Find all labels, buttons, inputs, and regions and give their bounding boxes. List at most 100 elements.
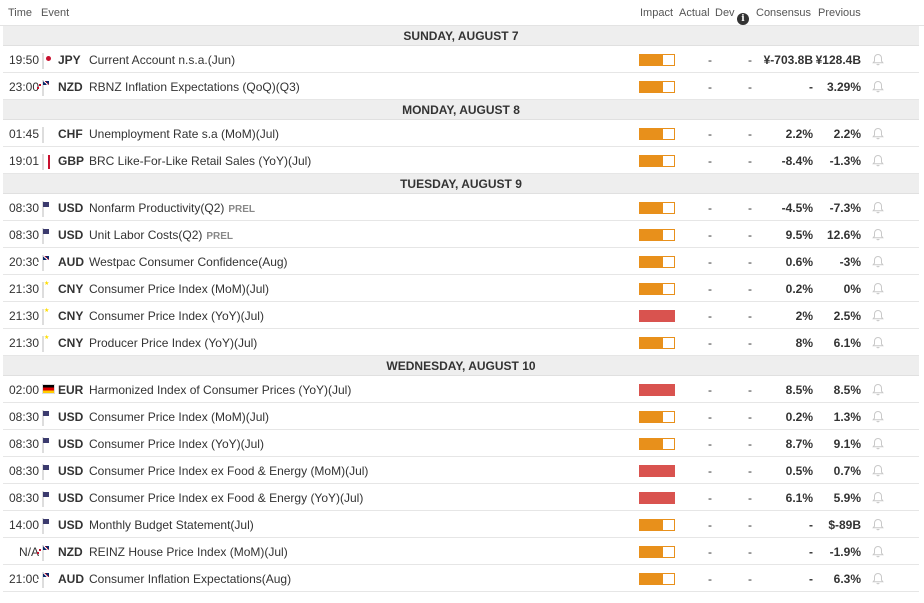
bell-icon[interactable] <box>871 336 885 350</box>
currency-code: USD <box>58 228 84 242</box>
event-name-cell[interactable]: Current Account n.s.a.(Jun) <box>89 53 629 67</box>
event-row[interactable]: 19:01 GBP BRC Like-For-Like Retail Sales (… <box>3 147 919 174</box>
consensus-value: 2% <box>795 309 813 323</box>
col-dev-header[interactable]: Dev <box>715 7 735 19</box>
bell-icon[interactable] <box>871 518 885 532</box>
bell-icon[interactable] <box>871 255 885 269</box>
event-name[interactable]: Consumer Price Index ex Food & Energy (M… <box>89 464 369 478</box>
event-name-cell[interactable]: Harmonized Index of Consumer Prices (YoY… <box>89 383 629 397</box>
event-row[interactable]: 08:30 USD Consumer Price Index ex Food & E… <box>3 457 919 484</box>
event-name[interactable]: RBNZ Inflation Expectations (QoQ)(Q3) <box>89 80 300 94</box>
bell-icon[interactable] <box>871 154 885 168</box>
event-name-cell[interactable]: BRC Like-For-Like Retail Sales (YoY)(Jul… <box>89 154 629 168</box>
event-name[interactable]: Westpac Consumer Confidence(Aug) <box>89 255 288 269</box>
event-name[interactable]: Nonfarm Productivity(Q2) <box>89 201 225 215</box>
event-row[interactable]: 08:30 USD Consumer Price Index (YoY)(Jul) -… <box>3 430 919 457</box>
consensus-value: 8.7% <box>785 437 813 451</box>
bell-icon[interactable] <box>871 410 885 424</box>
bell-icon[interactable] <box>871 228 885 242</box>
bell-icon[interactable] <box>871 437 885 451</box>
event-row[interactable]: 01:45 CHF Unemployment Rate s.a (MoM)(Jul)… <box>3 120 919 147</box>
event-name-cell[interactable]: Westpac Consumer Confidence(Aug) <box>89 255 629 269</box>
flag-usd-icon <box>42 491 44 507</box>
event-name-cell[interactable]: RBNZ Inflation Expectations (QoQ)(Q3) <box>89 80 629 94</box>
event-name-cell[interactable]: Unemployment Rate s.a (MoM)(Jul) <box>89 127 629 141</box>
event-row[interactable]: 08:30 USD Unit Labor Costs(Q2) PREL - - 9.5% 12… <box>3 221 919 248</box>
event-name[interactable]: Monthly Budget Statement(Jul) <box>89 518 254 532</box>
col-consensus-header[interactable]: Consensus <box>756 7 812 19</box>
col-event-header[interactable]: Event <box>41 7 70 19</box>
event-name[interactable]: Unemployment Rate s.a (MoM)(Jul) <box>89 127 280 141</box>
event-time: 20:30 <box>8 255 39 269</box>
deviation-value: - <box>748 282 752 296</box>
bell-icon[interactable] <box>871 282 885 296</box>
event-row[interactable]: 14:00 USD Monthly Budget Statement(Jul) - - -… <box>3 511 919 538</box>
event-name[interactable]: Consumer Price Index (MoM)(Jul) <box>89 282 270 296</box>
event-name-cell[interactable]: Consumer Price Index (MoM)(Jul) <box>89 282 629 296</box>
event-row[interactable]: N/A NZD REINZ House Price Index (MoM)(Jul)… <box>3 538 919 565</box>
event-row[interactable]: 21:30 CNY Consumer Price Index (MoM)(Jul) -… <box>3 275 919 302</box>
event-name-cell[interactable]: Unit Labor Costs(Q2) PREL <box>89 228 629 242</box>
impact-medium-bar <box>639 573 675 585</box>
consensus-value: 8% <box>795 336 813 350</box>
bell-icon[interactable] <box>871 53 885 67</box>
event-name-cell[interactable]: Consumer Price Index (MoM)(Jul) <box>89 410 629 424</box>
impact-high-bar <box>639 465 675 477</box>
previous-value: -3% <box>839 255 861 269</box>
col-previous-header[interactable]: Previous <box>818 7 861 19</box>
bell-icon[interactable] <box>871 545 885 559</box>
event-name[interactable]: Harmonized Index of Consumer Prices (YoY… <box>89 383 352 397</box>
event-name-cell[interactable]: Producer Price Index (YoY)(Jul) <box>89 336 629 350</box>
preliminary-tag: PREL <box>206 231 234 242</box>
event-time: 01:45 <box>8 127 39 141</box>
consensus-value: ¥-703.8B <box>763 53 813 67</box>
event-name-cell[interactable]: REINZ House Price Index (MoM)(Jul) <box>89 545 629 559</box>
col-actual-header[interactable]: Actual <box>679 7 710 19</box>
currency-code: JPY <box>58 53 81 67</box>
event-row[interactable]: 21:00 AUD Consumer Inflation Expectations(… <box>3 565 919 592</box>
event-name-cell[interactable]: Consumer Price Index (YoY)(Jul) <box>89 309 629 323</box>
event-row[interactable]: 08:30 USD Nonfarm Productivity(Q2) PREL - - -4… <box>3 194 919 221</box>
event-row[interactable]: 08:30 USD Consumer Price Index ex Food & E… <box>3 484 919 511</box>
event-name-cell[interactable]: Consumer Price Index (YoY)(Jul) <box>89 437 629 451</box>
event-row[interactable]: 21:30 CNY Producer Price Index (YoY)(Jul) -… <box>3 329 919 356</box>
event-row[interactable]: 02:00 EUR Harmonized Index of Consumer Pri… <box>3 376 919 403</box>
consensus-value: - <box>809 518 813 532</box>
bell-icon[interactable] <box>871 572 885 586</box>
event-name[interactable]: BRC Like-For-Like Retail Sales (YoY)(Jul… <box>89 154 312 168</box>
event-name-cell[interactable]: Nonfarm Productivity(Q2) PREL <box>89 201 629 215</box>
bell-icon[interactable] <box>871 309 885 323</box>
actual-value: - <box>708 464 712 478</box>
consensus-value: 9.5% <box>785 228 813 242</box>
event-name[interactable]: Unit Labor Costs(Q2) <box>89 228 203 242</box>
event-name[interactable]: Producer Price Index (YoY)(Jul) <box>89 336 258 350</box>
col-time-header[interactable]: Time <box>8 7 33 19</box>
event-time: 08:30 <box>8 464 39 478</box>
bell-icon[interactable] <box>871 127 885 141</box>
event-row[interactable]: 20:30 AUD Westpac Consumer Confidence(Aug)… <box>3 248 919 275</box>
event-name-cell[interactable]: Consumer Price Index ex Food & Energy (M… <box>89 464 629 478</box>
bell-icon[interactable] <box>871 464 885 478</box>
event-name-cell[interactable]: Consumer Inflation Expectations(Aug) <box>89 572 629 586</box>
event-name[interactable]: Consumer Price Index (YoY)(Jul) <box>89 437 264 451</box>
deviation-value: - <box>748 255 752 269</box>
bell-icon[interactable] <box>871 383 885 397</box>
col-impact-header[interactable]: Impact <box>640 7 674 19</box>
event-name[interactable]: REINZ House Price Index (MoM)(Jul) <box>89 545 288 559</box>
event-row[interactable]: 21:30 CNY Consumer Price Index (YoY)(Jul) -… <box>3 302 919 329</box>
event-name[interactable]: Consumer Inflation Expectations(Aug) <box>89 572 292 586</box>
event-row[interactable]: 23:00 NZD RBNZ Inflation Expectations (QoQ… <box>3 73 919 100</box>
event-name[interactable]: Current Account n.s.a.(Jun) <box>89 53 236 67</box>
bell-icon[interactable] <box>871 201 885 215</box>
event-name[interactable]: Consumer Price Index (YoY)(Jul) <box>89 309 264 323</box>
event-row[interactable]: 08:30 USD Consumer Price Index (MoM)(Jul) -… <box>3 403 919 430</box>
bell-icon[interactable] <box>871 491 885 505</box>
event-name[interactable]: Consumer Price Index ex Food & Energy (Y… <box>89 491 364 505</box>
event-name-cell[interactable]: Consumer Price Index ex Food & Energy (Y… <box>89 491 629 505</box>
bell-icon[interactable] <box>871 80 885 94</box>
event-row[interactable]: 19:50 JPY Current Account n.s.a.(Jun) - - ¥-7… <box>3 46 919 73</box>
flag-usd-icon <box>42 518 44 534</box>
event-name-cell[interactable]: Monthly Budget Statement(Jul) <box>89 518 629 532</box>
event-name[interactable]: Consumer Price Index (MoM)(Jul) <box>89 410 270 424</box>
previous-value: 8.5% <box>833 383 861 397</box>
